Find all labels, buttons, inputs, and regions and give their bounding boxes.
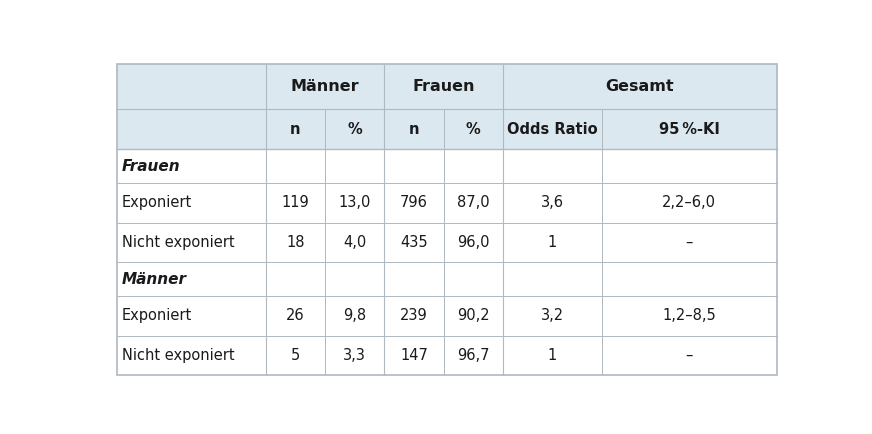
- Text: Frauen: Frauen: [122, 158, 181, 174]
- Bar: [325, 183, 385, 223]
- Bar: [325, 263, 385, 296]
- Text: 2,2–6,0: 2,2–6,0: [663, 195, 716, 210]
- Text: 239: 239: [400, 308, 428, 323]
- Text: 4,0: 4,0: [343, 235, 366, 250]
- Text: 95 %-KI: 95 %-KI: [659, 122, 719, 137]
- Text: 18: 18: [286, 235, 304, 250]
- Text: n: n: [290, 122, 301, 137]
- Text: 87,0: 87,0: [457, 195, 489, 210]
- Text: –: –: [685, 235, 693, 250]
- Bar: [444, 183, 503, 223]
- Text: 1: 1: [548, 235, 557, 250]
- Bar: [385, 149, 444, 183]
- Text: 796: 796: [400, 195, 428, 210]
- Bar: [385, 263, 444, 296]
- Text: 1,2–8,5: 1,2–8,5: [663, 308, 716, 323]
- Text: Odds Ratio: Odds Ratio: [508, 122, 597, 137]
- Bar: [265, 149, 325, 183]
- Text: 13,0: 13,0: [338, 195, 371, 210]
- Bar: [444, 296, 503, 336]
- Bar: [265, 109, 325, 149]
- Bar: [444, 263, 503, 296]
- Text: 5: 5: [290, 348, 300, 363]
- Bar: [265, 223, 325, 263]
- Text: 9,8: 9,8: [343, 308, 366, 323]
- Text: Nicht exponiert: Nicht exponiert: [122, 348, 235, 363]
- Bar: [444, 149, 503, 183]
- Bar: [325, 149, 385, 183]
- Bar: [444, 223, 503, 263]
- Text: 119: 119: [282, 195, 309, 210]
- Text: 1: 1: [548, 348, 557, 363]
- Bar: [325, 336, 385, 375]
- Text: Frauen: Frauen: [412, 79, 475, 94]
- Bar: [444, 109, 503, 149]
- Text: Männer: Männer: [290, 79, 359, 94]
- Text: 96,7: 96,7: [457, 348, 489, 363]
- Text: Exponiert: Exponiert: [122, 308, 192, 323]
- Text: Gesamt: Gesamt: [605, 79, 674, 94]
- Bar: [444, 336, 503, 375]
- Bar: [325, 223, 385, 263]
- Bar: [385, 183, 444, 223]
- Text: 90,2: 90,2: [457, 308, 489, 323]
- Text: 3,6: 3,6: [541, 195, 564, 210]
- Text: 26: 26: [286, 308, 304, 323]
- Text: Nicht exponiert: Nicht exponiert: [122, 235, 235, 250]
- Text: %: %: [347, 122, 362, 137]
- Text: Männer: Männer: [122, 272, 187, 286]
- Bar: [385, 296, 444, 336]
- Text: –: –: [685, 348, 693, 363]
- Text: n: n: [409, 122, 419, 137]
- Bar: [265, 263, 325, 296]
- Text: Exponiert: Exponiert: [122, 195, 192, 210]
- Bar: [385, 223, 444, 263]
- Text: %: %: [466, 122, 480, 137]
- Bar: [265, 336, 325, 375]
- Text: 435: 435: [400, 235, 428, 250]
- Bar: [325, 109, 385, 149]
- Bar: [265, 183, 325, 223]
- Text: 3,2: 3,2: [541, 308, 564, 323]
- Bar: [325, 296, 385, 336]
- Text: 3,3: 3,3: [343, 348, 366, 363]
- Text: 96,0: 96,0: [457, 235, 489, 250]
- Bar: [385, 109, 444, 149]
- Bar: [385, 336, 444, 375]
- Text: 147: 147: [400, 348, 428, 363]
- Bar: [265, 296, 325, 336]
